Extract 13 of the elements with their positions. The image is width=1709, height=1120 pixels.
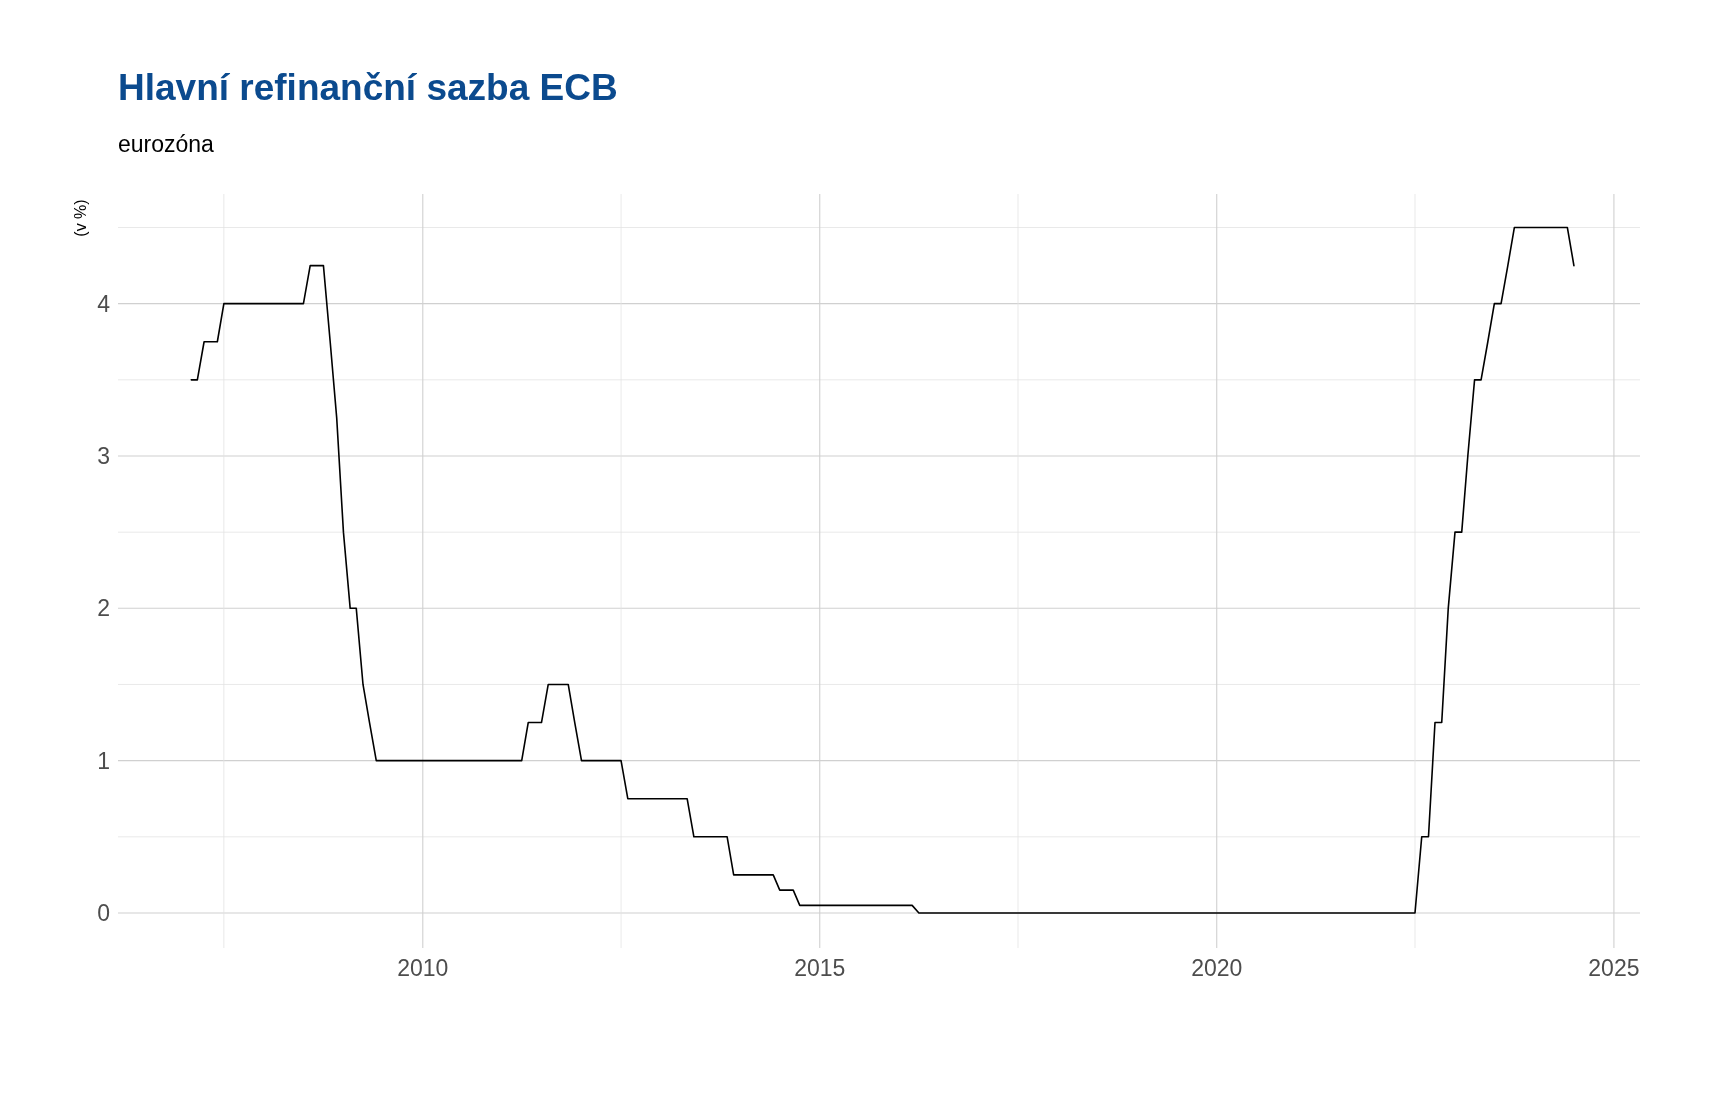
line-series [190,226,1575,914]
x-tick-label: 2020 [1191,955,1243,981]
y-tick-label: 3 [97,443,110,470]
chart-subtitle: eurozóna [118,131,215,157]
y-tick-label: 0 [97,900,110,927]
y-tick-label: 1 [97,747,110,774]
x-tick-label: 2025 [1588,955,1640,981]
chart-title: Hlavní refinanční sazba ECB [118,67,618,108]
y-tick-label: 4 [97,290,111,317]
y-tick-label: 2 [97,595,110,622]
x-tick-label: 2010 [397,955,449,981]
y-axis-title: (v %) [72,199,89,237]
x-tick-label: 2015 [794,955,846,981]
